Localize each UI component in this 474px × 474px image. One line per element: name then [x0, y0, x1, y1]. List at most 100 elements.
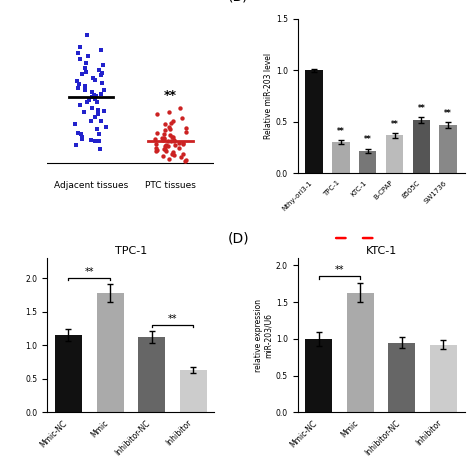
Point	[152, 144, 160, 151]
Point	[77, 130, 84, 138]
Point	[98, 46, 105, 54]
Point	[83, 31, 91, 39]
Bar	[332, 142, 349, 173]
Point	[76, 43, 84, 51]
Text: **: **	[84, 267, 94, 277]
Point	[85, 96, 93, 103]
Point	[169, 133, 176, 140]
Bar	[386, 135, 403, 173]
Bar	[430, 345, 457, 412]
Text: **: **	[418, 103, 425, 112]
Point	[100, 62, 107, 69]
Point	[176, 105, 183, 112]
Point	[89, 74, 96, 82]
Text: (D): (D)	[228, 232, 249, 246]
Point	[159, 134, 166, 142]
Point	[83, 99, 91, 106]
Point	[91, 95, 99, 102]
Point	[81, 108, 88, 116]
Bar	[413, 120, 430, 173]
Point	[153, 110, 161, 118]
Point	[153, 129, 161, 137]
Bar	[305, 339, 332, 412]
Point	[88, 93, 95, 101]
Point	[96, 145, 103, 153]
Point	[161, 143, 168, 150]
Point	[78, 133, 85, 140]
Point	[175, 139, 182, 146]
Point	[97, 117, 105, 124]
Point	[72, 141, 80, 149]
Point	[170, 137, 177, 144]
Point	[79, 135, 86, 143]
Point	[165, 123, 173, 130]
Point	[179, 139, 186, 146]
Point	[88, 117, 95, 124]
Bar	[138, 337, 165, 412]
Point	[81, 82, 89, 90]
Y-axis label: relative expression
miR-203/U6: relative expression miR-203/U6	[254, 299, 273, 372]
Point	[88, 89, 96, 96]
Point	[154, 146, 161, 154]
Point	[82, 68, 90, 75]
Bar	[359, 151, 376, 173]
Point	[161, 145, 169, 153]
Point	[74, 129, 82, 137]
Point	[152, 135, 159, 143]
Bar	[180, 370, 207, 412]
Bar	[347, 292, 374, 412]
Point	[160, 130, 168, 138]
Point	[91, 113, 99, 121]
Point	[92, 92, 100, 100]
Point	[166, 131, 173, 139]
Bar	[97, 293, 124, 412]
Bar	[388, 343, 415, 412]
Point	[93, 99, 100, 106]
Point	[168, 150, 175, 157]
Point	[74, 49, 82, 57]
Point	[166, 125, 174, 133]
Point	[85, 96, 93, 103]
Text: **: **	[164, 89, 177, 102]
Point	[76, 101, 83, 109]
Point	[177, 154, 185, 161]
Point	[171, 141, 179, 149]
Point	[97, 90, 105, 98]
Point	[167, 137, 175, 145]
Point	[100, 107, 108, 115]
Point	[161, 134, 168, 142]
Point	[100, 86, 108, 94]
Point	[95, 137, 103, 145]
Text: **: **	[168, 314, 177, 324]
Point	[165, 155, 173, 162]
Point	[170, 137, 178, 145]
Point	[161, 145, 168, 153]
Point	[72, 120, 79, 128]
Point	[182, 124, 190, 132]
Point	[91, 76, 99, 84]
Point	[169, 117, 177, 124]
Point	[164, 143, 172, 150]
Text: **: **	[337, 127, 345, 136]
Point	[73, 78, 81, 85]
Text: **: **	[335, 265, 344, 275]
Bar	[305, 70, 323, 173]
Point	[170, 151, 177, 159]
Point	[152, 147, 160, 155]
Point	[84, 52, 91, 59]
Point	[162, 141, 170, 149]
Point	[169, 133, 176, 140]
Point	[96, 130, 103, 138]
Point	[74, 84, 82, 91]
Point	[164, 137, 172, 145]
Point	[82, 86, 89, 94]
Text: **: **	[444, 109, 452, 118]
Point	[89, 105, 96, 112]
Title: TPC-1: TPC-1	[115, 246, 147, 256]
Point	[98, 79, 105, 86]
Point	[178, 114, 186, 122]
Point	[162, 147, 170, 155]
Text: **: **	[391, 119, 398, 128]
Point	[159, 137, 167, 144]
Point	[180, 150, 187, 157]
